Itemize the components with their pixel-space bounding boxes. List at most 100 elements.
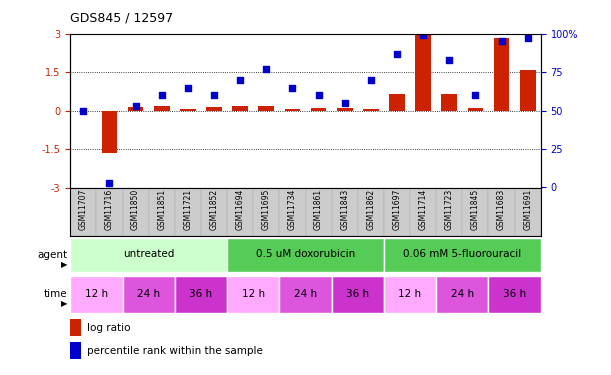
Point — [235, 77, 245, 83]
Text: GSM11852: GSM11852 — [210, 189, 219, 230]
Text: GSM11707: GSM11707 — [79, 189, 88, 230]
Point — [366, 77, 376, 83]
Text: 36 h: 36 h — [503, 288, 526, 298]
Bar — [436, 188, 463, 236]
Text: agent: agent — [37, 250, 67, 260]
Text: GSM11695: GSM11695 — [262, 189, 271, 230]
Bar — [514, 188, 541, 236]
Text: 24 h: 24 h — [451, 288, 474, 298]
Bar — [363, 109, 379, 111]
Bar — [180, 109, 196, 111]
Text: GSM11714: GSM11714 — [419, 189, 428, 230]
Bar — [306, 188, 332, 236]
Bar — [384, 188, 410, 236]
Bar — [311, 108, 326, 111]
Text: 0.06 mM 5-fluorouracil: 0.06 mM 5-fluorouracil — [403, 249, 521, 259]
Bar — [410, 188, 436, 236]
Bar — [206, 107, 222, 111]
Point — [209, 92, 219, 98]
Bar — [70, 188, 97, 236]
Text: GDS845 / 12597: GDS845 / 12597 — [70, 11, 174, 24]
Point — [497, 39, 507, 45]
Text: GSM11843: GSM11843 — [340, 189, 349, 230]
Bar — [258, 106, 274, 111]
Bar — [232, 105, 248, 111]
Bar — [332, 276, 384, 313]
Point — [470, 92, 480, 98]
Bar — [227, 276, 279, 313]
Bar — [227, 238, 384, 272]
Point — [78, 108, 88, 114]
Text: GSM11716: GSM11716 — [105, 189, 114, 230]
Text: ▶: ▶ — [60, 299, 67, 308]
Text: 24 h: 24 h — [137, 288, 160, 298]
Text: 12 h: 12 h — [242, 288, 265, 298]
Text: ▶: ▶ — [60, 260, 67, 269]
Bar — [279, 188, 306, 236]
Bar — [70, 276, 123, 313]
Text: 24 h: 24 h — [294, 288, 317, 298]
Bar — [415, 34, 431, 111]
Bar — [70, 238, 227, 272]
Bar — [70, 342, 81, 359]
Text: GSM11697: GSM11697 — [392, 189, 401, 230]
Bar — [384, 238, 541, 272]
Bar — [101, 111, 117, 153]
Text: 12 h: 12 h — [85, 288, 108, 298]
Bar — [337, 108, 353, 111]
Bar — [463, 188, 488, 236]
Text: GSM11861: GSM11861 — [314, 189, 323, 230]
Bar — [148, 188, 175, 236]
Bar — [227, 188, 253, 236]
Bar — [175, 188, 201, 236]
Point — [313, 92, 323, 98]
Text: GSM11851: GSM11851 — [157, 189, 166, 230]
Text: GSM11694: GSM11694 — [236, 189, 244, 230]
Bar — [436, 276, 488, 313]
Point — [183, 85, 193, 91]
Bar — [253, 188, 279, 236]
Bar — [285, 109, 300, 111]
Text: 36 h: 36 h — [346, 288, 369, 298]
Text: GSM11691: GSM11691 — [523, 189, 532, 230]
Bar — [279, 276, 332, 313]
Text: GSM11862: GSM11862 — [367, 189, 375, 230]
Bar — [97, 188, 123, 236]
Bar — [441, 94, 457, 111]
Text: GSM11683: GSM11683 — [497, 189, 506, 230]
Bar — [123, 276, 175, 313]
Point — [157, 92, 167, 98]
Text: untreated: untreated — [123, 249, 174, 259]
Text: percentile rank within the sample: percentile rank within the sample — [87, 345, 263, 355]
Point — [444, 57, 454, 63]
Bar — [332, 188, 358, 236]
Point — [262, 66, 271, 72]
Bar — [175, 276, 227, 313]
Bar — [128, 107, 144, 111]
Text: GSM11845: GSM11845 — [471, 189, 480, 230]
Point — [392, 51, 402, 57]
Point — [340, 100, 349, 106]
Text: 0.5 uM doxorubicin: 0.5 uM doxorubicin — [256, 249, 355, 259]
Point — [288, 85, 298, 91]
Text: GSM11721: GSM11721 — [183, 189, 192, 230]
Text: GSM11723: GSM11723 — [445, 189, 454, 230]
Point — [419, 32, 428, 38]
Point — [104, 180, 114, 186]
Bar — [389, 94, 405, 111]
Point — [131, 103, 141, 109]
Bar — [70, 319, 81, 336]
Point — [523, 35, 533, 41]
Bar — [488, 276, 541, 313]
Text: GSM11734: GSM11734 — [288, 189, 297, 230]
Text: GSM11850: GSM11850 — [131, 189, 140, 230]
Bar — [358, 188, 384, 236]
Text: log ratio: log ratio — [87, 322, 131, 333]
Bar — [201, 188, 227, 236]
Bar — [467, 108, 483, 111]
Text: 36 h: 36 h — [189, 288, 213, 298]
Bar — [384, 276, 436, 313]
Bar — [520, 70, 535, 111]
Text: 12 h: 12 h — [398, 288, 422, 298]
Bar — [488, 188, 514, 236]
